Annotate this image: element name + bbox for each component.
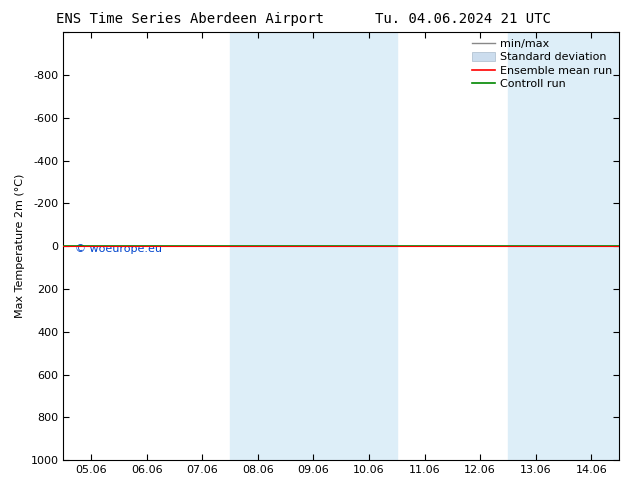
Text: ENS Time Series Aberdeen Airport: ENS Time Series Aberdeen Airport — [56, 12, 324, 26]
Text: © woeurope.eu: © woeurope.eu — [75, 244, 162, 254]
Y-axis label: Max Temperature 2m (°C): Max Temperature 2m (°C) — [15, 174, 25, 318]
Bar — [230, 32, 397, 460]
Text: Tu. 04.06.2024 21 UTC: Tu. 04.06.2024 21 UTC — [375, 12, 551, 26]
Legend: min/max, Standard deviation, Ensemble mean run, Controll run: min/max, Standard deviation, Ensemble me… — [468, 34, 617, 94]
Bar — [508, 32, 619, 460]
